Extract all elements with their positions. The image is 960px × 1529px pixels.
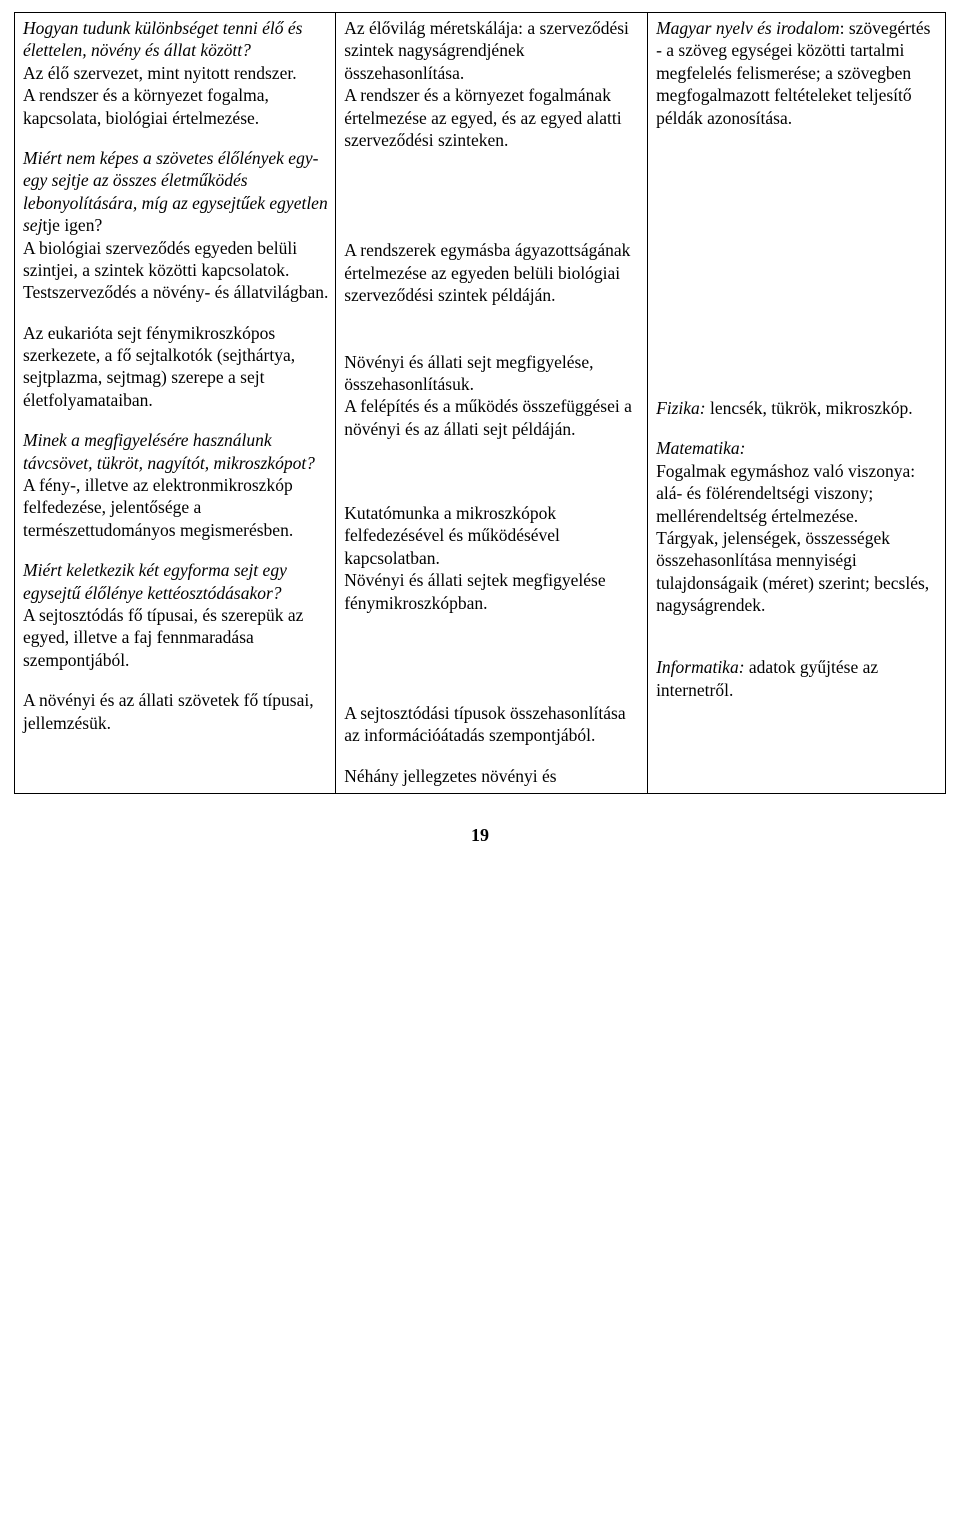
text-span: lencsék, tükrök, mikroszkóp.: [710, 398, 913, 418]
text-span: tje igen?: [42, 215, 102, 235]
text: A növényi és az állati szövetek fő típus…: [23, 689, 329, 734]
text: Az élő szervezet, mint nyitott rendszer.: [23, 62, 329, 84]
text: A felépítés és a működés összefüggései a…: [344, 395, 641, 440]
text: Néhány jellegzetes növényi és: [344, 765, 641, 787]
text-italic: Hogyan tudunk különbséget tenni élő és é…: [23, 17, 329, 62]
text: A rendszer és a környezet fogalmának ért…: [344, 84, 641, 151]
text-italic: Minek a megfigyelésére használunk távcsö…: [23, 429, 329, 474]
cell-col1: Hogyan tudunk különbséget tenni élő és é…: [15, 13, 336, 794]
text: Növényi és állati sejt megfigyelése, öss…: [344, 351, 641, 396]
text: Kutatómunka a mikroszkópok felfedezéséve…: [344, 502, 641, 569]
text: Növényi és állati sejtek megfigyelése fé…: [344, 569, 641, 614]
text: A sejtosztódás fő típusai, és szerepük a…: [23, 604, 329, 671]
text-italic-span: Fizika:: [656, 398, 710, 418]
text-italic-span: Informatika:: [656, 657, 749, 677]
text: Az eukarióta sejt fénymikroszkópos szerk…: [23, 322, 329, 412]
cell-col3: Magyar nyelv és irodalom: szövegértés - …: [648, 13, 946, 794]
table-row: Hogyan tudunk különbséget tenni élő és é…: [15, 13, 946, 794]
text: Testszerveződés a növény- és állatvilágb…: [23, 281, 329, 303]
text-mixed: Fizika: lencsék, tükrök, mikroszkóp.: [656, 397, 939, 419]
text: A sejtosztódási típusok összehasonlítása…: [344, 702, 641, 747]
text-mixed: Magyar nyelv és irodalom: szövegértés - …: [656, 17, 939, 129]
curriculum-table: Hogyan tudunk különbséget tenni élő és é…: [14, 12, 946, 794]
text: Tárgyak, jelenségek, összességek összeha…: [656, 527, 939, 617]
text-mixed: Informatika: adatok gyűjtése az internet…: [656, 656, 939, 701]
text-italic: Miért keletkezik két egyforma sejt egy e…: [23, 559, 329, 604]
cell-col2: Az élővilág méretskálája: a szerveződési…: [336, 13, 648, 794]
text: A fény-, illetve az elektronmikroszkóp f…: [23, 474, 329, 541]
text: A rendszer és a környezet fogalma, kapcs…: [23, 84, 329, 129]
text: Az élővilág méretskálája: a szerveződési…: [344, 17, 641, 84]
page-number: 19: [14, 824, 946, 847]
text: A rendszerek egymásba ágyazottságának ér…: [344, 239, 641, 306]
text: A biológiai szerveződés egyeden belüli s…: [23, 237, 329, 282]
text-italic-span: Magyar nyelv és irodalom: [656, 18, 840, 38]
text-italic: Matematika:: [656, 437, 939, 459]
text-mixed: Miért nem képes a szövetes élőlények egy…: [23, 147, 329, 237]
text: Fogalmak egymáshoz való viszonya: alá- é…: [656, 460, 939, 527]
